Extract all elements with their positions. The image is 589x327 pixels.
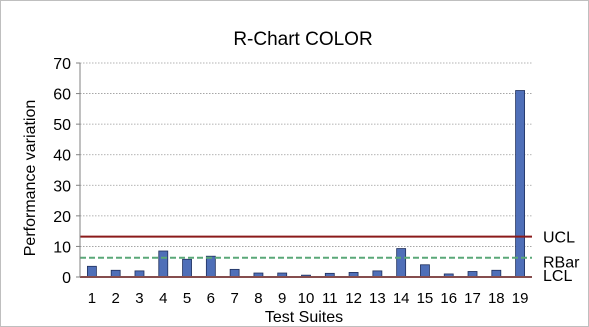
x-tick-label: 11 — [322, 290, 338, 307]
x-tick-label: 19 — [512, 290, 529, 307]
x-tick-label: 14 — [393, 290, 410, 307]
bar — [158, 250, 169, 278]
control-line-label: LCL — [543, 268, 572, 285]
control-line-label: RBar — [543, 255, 580, 272]
x-tick-label: 13 — [369, 290, 386, 307]
y-tick-label: 20 — [53, 209, 71, 226]
y-tick-label: 0 — [62, 270, 71, 287]
x-tick-label: 9 — [278, 290, 286, 307]
x-tick-label: 6 — [207, 290, 215, 307]
y-axis-label: Performance variation — [22, 100, 39, 257]
y-tick-label: 30 — [53, 178, 71, 195]
bar — [515, 90, 526, 278]
bar — [420, 264, 430, 278]
x-tick-label: 3 — [135, 290, 143, 307]
y-tick-label: 10 — [53, 239, 71, 256]
x-tick-label: 8 — [254, 290, 262, 307]
x-tick-labels: 1 2 3 4 5 6 7 8 9 10 11 12 13 14 15 16 17 18 19 — [88, 290, 529, 307]
grid-lines — [80, 62, 532, 247]
chart-title: R-Chart COLOR — [233, 29, 372, 50]
bar — [110, 269, 121, 278]
control-line-label: UCL — [543, 230, 575, 247]
bar — [182, 258, 192, 278]
x-tick-label: 17 — [464, 290, 481, 307]
y-tick-labels: 0 10 20 30 40 50 60 70 — [53, 56, 80, 287]
x-tick-label: 15 — [417, 290, 434, 307]
bar — [229, 268, 240, 278]
x-tick-label: 2 — [112, 290, 120, 307]
y-tick-label: 40 — [53, 148, 71, 165]
bar — [396, 248, 407, 278]
y-tick-label: 50 — [53, 117, 71, 134]
x-tick-label: 7 — [230, 290, 238, 307]
x-tick-label: 18 — [488, 290, 505, 307]
x-tick-label: 16 — [440, 290, 457, 307]
x-tick-label: 10 — [298, 290, 315, 307]
bars — [86, 90, 526, 278]
y-tick-label: 60 — [53, 87, 71, 104]
x-tick-label: 12 — [345, 290, 362, 307]
x-tick-label: 4 — [159, 290, 167, 307]
y-tick-label: 70 — [53, 56, 71, 73]
x-axis-label: Test Suites — [265, 309, 343, 326]
bar — [86, 265, 97, 278]
bar — [491, 269, 502, 278]
x-tick-label: 5 — [183, 290, 191, 307]
bar — [205, 255, 216, 278]
x-tick-label: 1 — [88, 290, 96, 307]
